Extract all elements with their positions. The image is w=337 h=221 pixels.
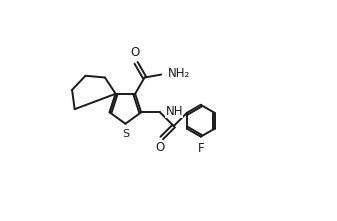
Text: O: O: [155, 141, 164, 154]
Text: F: F: [197, 141, 204, 154]
Text: O: O: [130, 46, 140, 59]
Text: NH: NH: [165, 105, 183, 118]
Text: S: S: [123, 129, 130, 139]
Text: NH₂: NH₂: [168, 67, 190, 80]
